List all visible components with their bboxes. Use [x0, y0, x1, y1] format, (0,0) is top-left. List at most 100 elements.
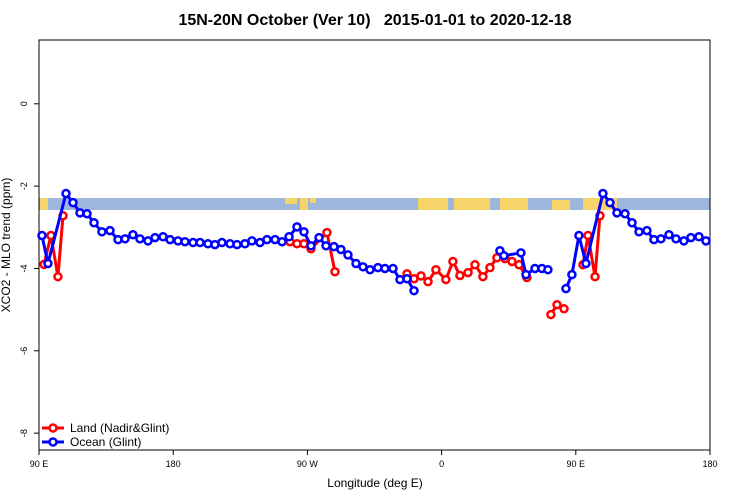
point	[485, 262, 495, 273]
land-patch	[418, 198, 448, 210]
x-tick-label: 180	[702, 459, 717, 469]
point	[567, 269, 577, 280]
point	[262, 234, 272, 245]
point	[671, 234, 681, 244]
point	[514, 260, 524, 270]
point	[180, 236, 190, 247]
point	[409, 285, 419, 296]
land-patch	[285, 198, 297, 204]
point	[686, 232, 696, 243]
point	[68, 197, 78, 208]
point	[82, 208, 92, 219]
point	[351, 258, 361, 269]
y-tick-label: -2	[19, 182, 29, 190]
point	[53, 271, 63, 282]
legend-label: Land (Nadir&Glint)	[70, 421, 169, 435]
point	[165, 234, 175, 245]
point	[634, 227, 644, 237]
point	[292, 222, 302, 232]
point	[441, 274, 451, 285]
point	[365, 264, 375, 275]
point	[581, 258, 591, 269]
point	[543, 264, 553, 275]
point	[546, 309, 556, 320]
point	[598, 188, 608, 199]
point	[656, 234, 666, 244]
map-strip	[39, 198, 710, 210]
point	[605, 197, 615, 208]
land-patch	[310, 198, 316, 203]
land-patch	[552, 200, 570, 210]
point	[478, 271, 488, 282]
point	[574, 230, 584, 241]
point	[343, 250, 353, 260]
point	[299, 227, 309, 237]
x-tick-label: 90 W	[297, 459, 319, 469]
point	[380, 263, 390, 274]
point	[105, 225, 115, 236]
point	[128, 229, 138, 240]
point	[135, 234, 145, 244]
point	[97, 227, 107, 237]
point	[561, 283, 571, 294]
point	[583, 230, 593, 241]
point	[150, 232, 160, 243]
x-tick-label: 0	[439, 459, 444, 469]
point	[284, 232, 294, 242]
y-tick-label: 0	[19, 101, 29, 106]
point	[247, 236, 257, 246]
point	[43, 258, 53, 269]
point	[89, 218, 99, 228]
legend: Land (Nadir&Glint)Ocean (Glint)	[42, 421, 169, 449]
point	[620, 208, 630, 219]
point	[516, 248, 526, 258]
point	[195, 237, 205, 248]
point	[590, 271, 600, 282]
y-tick-label: -4	[19, 264, 29, 272]
point	[423, 276, 433, 287]
y-tick-label: -8	[19, 429, 29, 437]
point	[336, 244, 346, 255]
point	[322, 227, 332, 238]
land-patch	[300, 198, 308, 210]
point	[431, 264, 441, 275]
point	[627, 218, 637, 228]
point	[61, 188, 71, 199]
ocean-strip	[39, 198, 710, 210]
point	[314, 232, 324, 243]
point	[499, 250, 509, 261]
point	[701, 236, 711, 246]
point	[470, 260, 480, 270]
point	[306, 241, 316, 251]
point	[559, 304, 569, 314]
point	[217, 237, 227, 248]
point	[552, 299, 562, 310]
point	[679, 236, 689, 246]
x-tick-label: 90 E	[567, 459, 586, 469]
y-axis-label: XCO2 - MLO trend (ppm)	[0, 178, 13, 313]
x-axis-label: Longitude (deg E)	[327, 476, 422, 490]
legend-label: Ocean (Glint)	[70, 435, 141, 449]
point	[521, 269, 531, 280]
point	[463, 267, 473, 278]
point	[120, 234, 130, 244]
point	[277, 236, 287, 247]
point	[612, 208, 622, 218]
y-tick-label: -6	[19, 347, 29, 355]
point	[232, 239, 242, 250]
chart-title: 15N-20N October (Ver 10) 2015-01-01 to 2…	[178, 12, 571, 29]
point	[664, 229, 674, 240]
land-patch	[40, 198, 48, 210]
plot-frame	[38, 39, 711, 451]
point	[388, 263, 398, 274]
point	[143, 236, 153, 246]
point	[402, 274, 412, 284]
legend-marker	[48, 423, 58, 433]
point	[455, 270, 465, 281]
x-tick-label: 180	[166, 459, 181, 469]
x-tick-label: 90 E	[30, 459, 49, 469]
point	[694, 232, 704, 242]
point	[642, 225, 652, 236]
